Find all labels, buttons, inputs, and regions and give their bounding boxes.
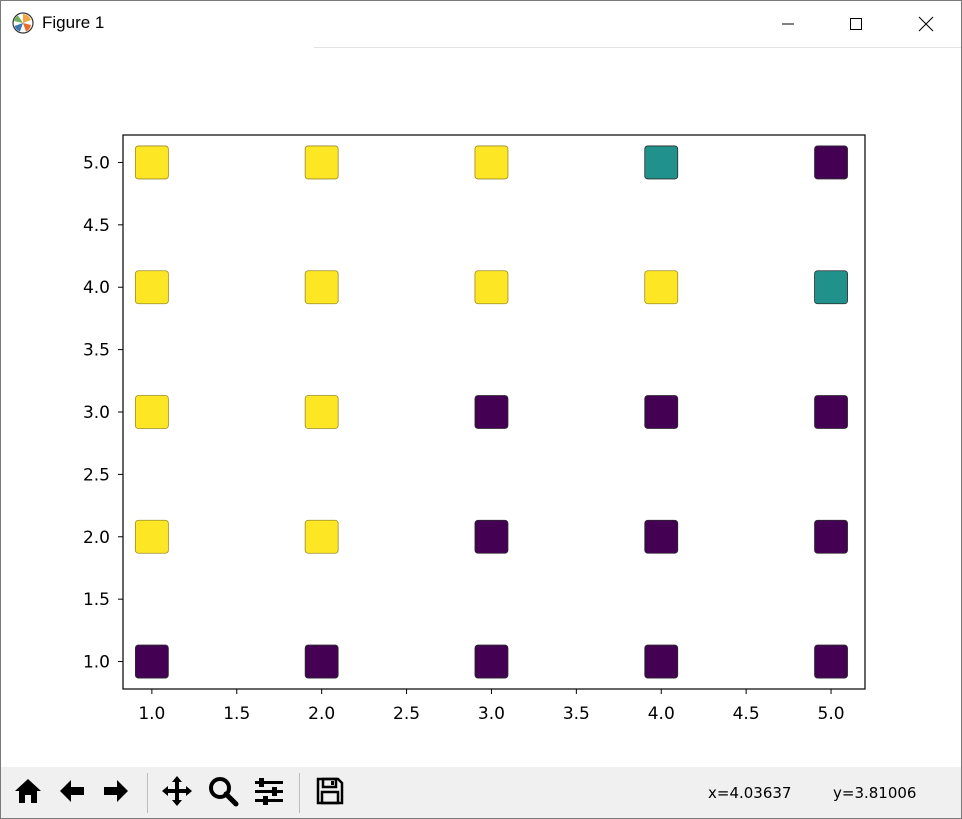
y-tick-label: 4.5 (83, 216, 110, 236)
cursor-x-readout: x=4.03637 (708, 784, 792, 802)
scatter-point (814, 519, 848, 554)
scatter-point (304, 395, 339, 429)
scatter-point (474, 270, 509, 305)
scatter-point (134, 145, 169, 180)
scatter-point (304, 270, 339, 305)
scatter-point (814, 395, 848, 429)
scatter-point (304, 145, 339, 180)
figure-canvas[interactable]: 1.0 1.5 2.0 2.5 3.0 3.5 4.0 4.5 5.0 1.0 1.5 2.0 2.5… (1, 48, 961, 767)
scatter-point (644, 644, 679, 679)
scatter-chart: 1.0 1.5 2.0 2.5 3.0 3.5 4.0 4.5 5.0 1.0 1.5 2.0 2.5… (83, 134, 866, 724)
toolbar-separator (147, 773, 148, 813)
x-tick-label: 3.5 (563, 704, 590, 724)
scatter-point (134, 519, 169, 554)
x-tick-label: 5.0 (818, 704, 845, 724)
save-floppy-icon (314, 775, 346, 811)
y-tick-label: 2.0 (83, 528, 110, 548)
scatter-point (644, 270, 679, 305)
scatter-point (304, 644, 339, 679)
scatter-point (474, 644, 509, 679)
close-icon (918, 16, 934, 32)
zoom-magnifier-icon (206, 774, 240, 812)
x-tick-label: 3.0 (478, 704, 505, 724)
scatter-point (134, 270, 169, 305)
scatter-point (644, 395, 679, 429)
scatter-point (814, 270, 848, 305)
cursor-y-readout: y=3.81006 (833, 784, 917, 802)
home-button[interactable] (9, 774, 47, 812)
title-separator (314, 47, 961, 48)
x-tick-label: 4.5 (733, 704, 760, 724)
scatter-point (134, 644, 169, 679)
y-tick-label: 3.5 (83, 341, 110, 361)
minimize-button[interactable] (765, 1, 811, 47)
scatter-point (474, 145, 509, 180)
y-tick-label: 4.0 (83, 278, 110, 298)
y-tick-label: 1.0 (83, 653, 110, 673)
x-tick-label: 1.0 (138, 704, 165, 724)
scatter-point (474, 519, 509, 554)
configure-subplots-button[interactable] (250, 774, 288, 812)
x-tick-label: 4.0 (648, 704, 675, 724)
y-tick-label: 2.5 (83, 465, 110, 485)
pan-move-icon (160, 774, 194, 812)
pan-button[interactable] (158, 774, 196, 812)
minimize-icon (781, 17, 795, 31)
window-title: Figure 1 (42, 13, 105, 32)
forward-button[interactable] (97, 774, 135, 812)
zoom-button[interactable] (204, 774, 242, 812)
scatter-point (134, 395, 169, 429)
matplotlib-logo-icon (12, 12, 34, 34)
scatter-point (304, 519, 339, 554)
toolbar-separator (299, 773, 300, 813)
y-tick-label: 5.0 (83, 153, 110, 173)
navigation-toolbar: x=4.03637 y=3.81006 (1, 767, 961, 818)
scatter-point (814, 145, 848, 180)
scatter-point (644, 145, 679, 180)
x-tick-label: 1.5 (223, 704, 250, 724)
maximize-button[interactable] (833, 1, 879, 47)
back-button[interactable] (53, 774, 91, 812)
forward-arrow-icon (100, 775, 132, 811)
close-button[interactable] (903, 1, 949, 47)
title-bar[interactable]: Figure 1 (1, 1, 961, 48)
back-arrow-icon (56, 775, 88, 811)
scatter-point (474, 395, 509, 429)
scatter-point (644, 519, 679, 554)
home-icon (12, 775, 44, 811)
save-button[interactable] (311, 774, 349, 812)
configure-subplots-icon (252, 774, 286, 812)
maximize-icon (849, 17, 863, 31)
y-tick-label: 1.5 (83, 590, 110, 610)
x-tick-label: 2.5 (393, 704, 420, 724)
y-tick-label: 3.0 (83, 403, 110, 423)
scatter-point (814, 644, 848, 679)
x-tick-label: 2.0 (308, 704, 335, 724)
